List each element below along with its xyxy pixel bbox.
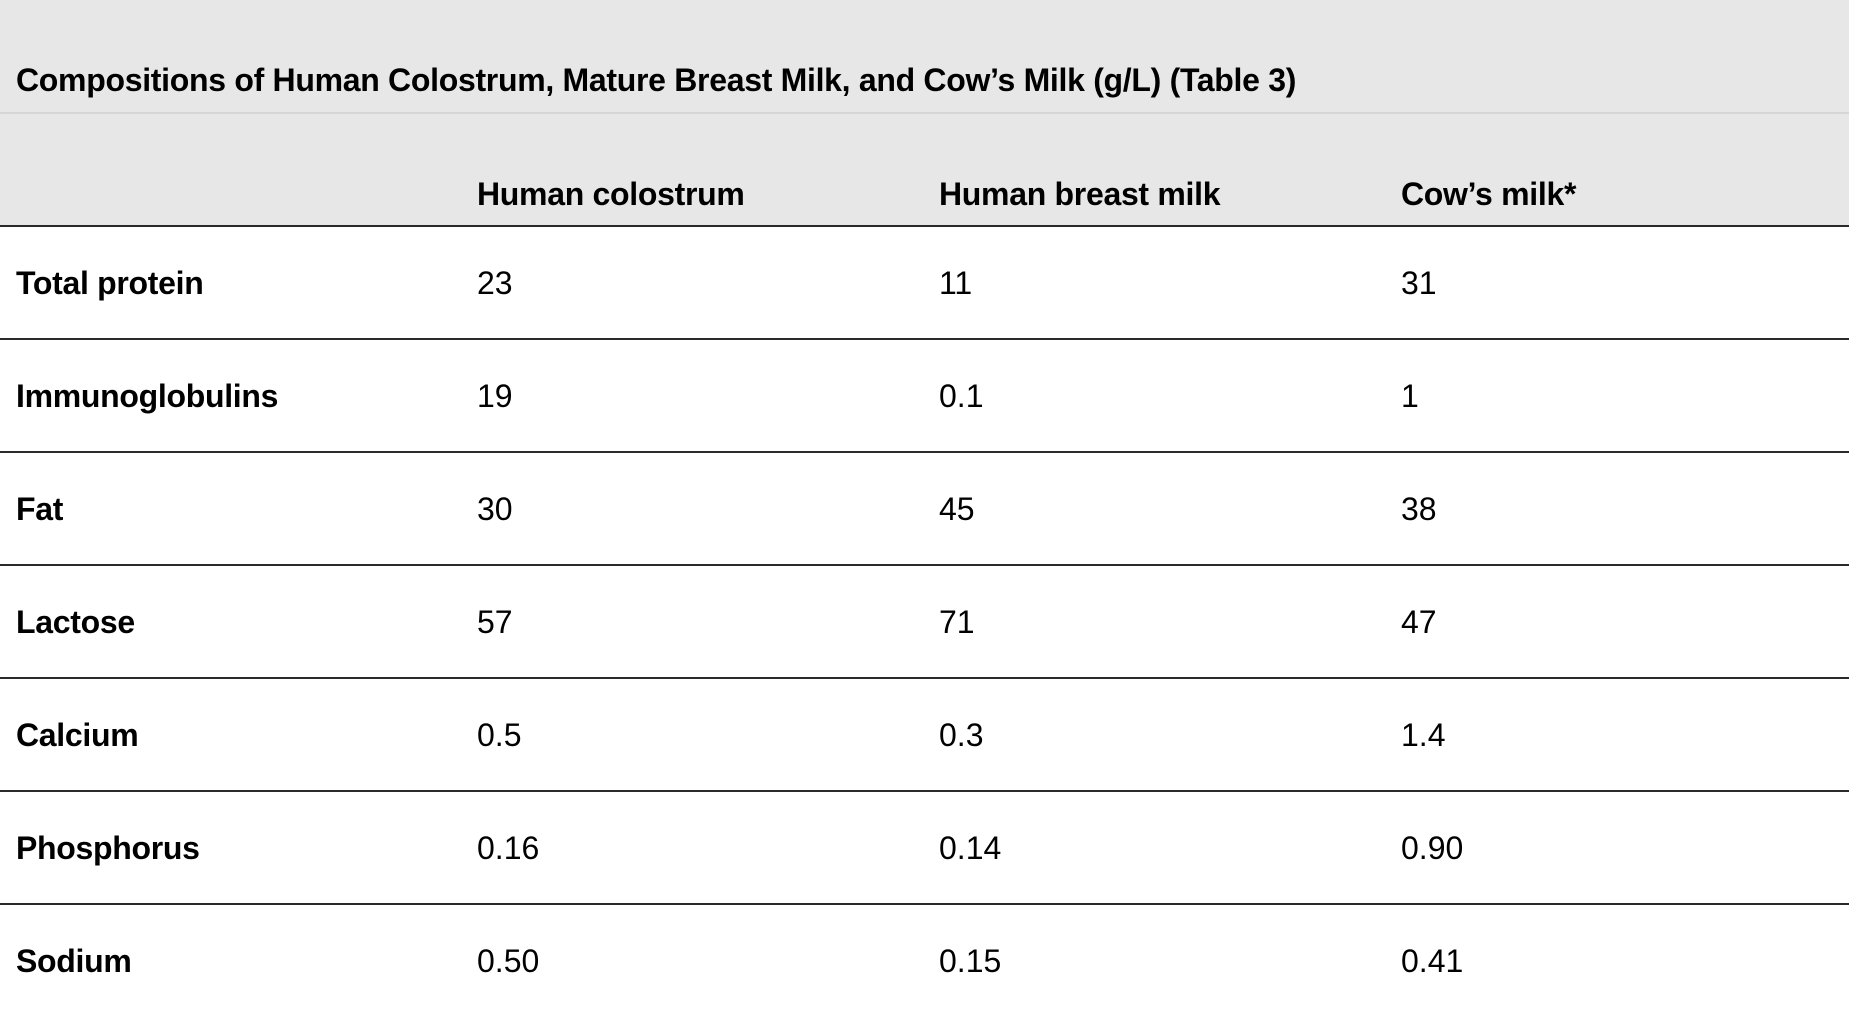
table-row: Immunoglobulins 19 0.1 1 [0,340,1849,453]
cell-human-breast-milk: 0.3 [939,717,984,753]
cell-human-colostrum: 23 [477,265,513,301]
cell-human-breast-milk: 45 [939,491,975,527]
column-header-human-breast-milk: Human breast milk [939,176,1221,212]
cell-cows-milk: 0.90 [1401,830,1464,866]
cell-cows-milk: 47 [1401,604,1437,640]
table-caption-band: Compositions of Human Colostrum, Mature … [0,0,1849,114]
cell-human-breast-milk: 0.15 [939,943,1002,979]
table-header-row: Human colostrum Human breast milk Cow’s … [0,114,1849,227]
cell-human-colostrum: 0.16 [477,830,540,866]
row-label: Sodium [16,943,132,979]
table-row: Total protein 23 11 31 [0,227,1849,340]
cell-cows-milk: 1 [1401,378,1419,414]
cell-cows-milk: 38 [1401,491,1437,527]
table-row: Phosphorus 0.16 0.14 0.90 [0,792,1849,905]
cell-human-colostrum: 57 [477,604,513,640]
cell-human-breast-milk: 11 [939,265,973,301]
cell-human-breast-milk: 0.14 [939,830,1002,866]
cell-cows-milk: 1.4 [1401,717,1446,753]
row-label: Immunoglobulins [16,378,279,414]
cell-cows-milk: 0.41 [1401,943,1464,979]
row-label: Phosphorus [16,830,200,866]
cell-human-breast-milk: 71 [939,604,975,640]
cell-human-colostrum: 30 [477,491,513,527]
table-row: Sodium 0.50 0.15 0.41 [0,905,1849,1018]
row-label: Calcium [16,717,139,753]
row-label: Lactose [16,604,135,640]
row-label: Total protein [16,265,204,301]
column-header-human-colostrum: Human colostrum [477,176,745,212]
row-label: Fat [16,491,64,527]
table-row: Lactose 57 71 47 [0,566,1849,679]
cell-human-colostrum: 0.5 [477,717,522,753]
table-caption: Compositions of Human Colostrum, Mature … [16,62,1297,98]
table-row: Fat 30 45 38 [0,453,1849,566]
table-body: Total protein 23 11 31 Immunoglobulins 1… [0,227,1849,1018]
cell-human-breast-milk: 0.1 [939,378,984,414]
cell-human-colostrum: 0.50 [477,943,540,979]
cell-cows-milk: 31 [1401,265,1437,301]
cell-human-colostrum: 19 [477,378,513,414]
table-row: Calcium 0.5 0.3 1.4 [0,679,1849,792]
column-header-cows-milk: Cow’s milk* [1401,176,1577,212]
